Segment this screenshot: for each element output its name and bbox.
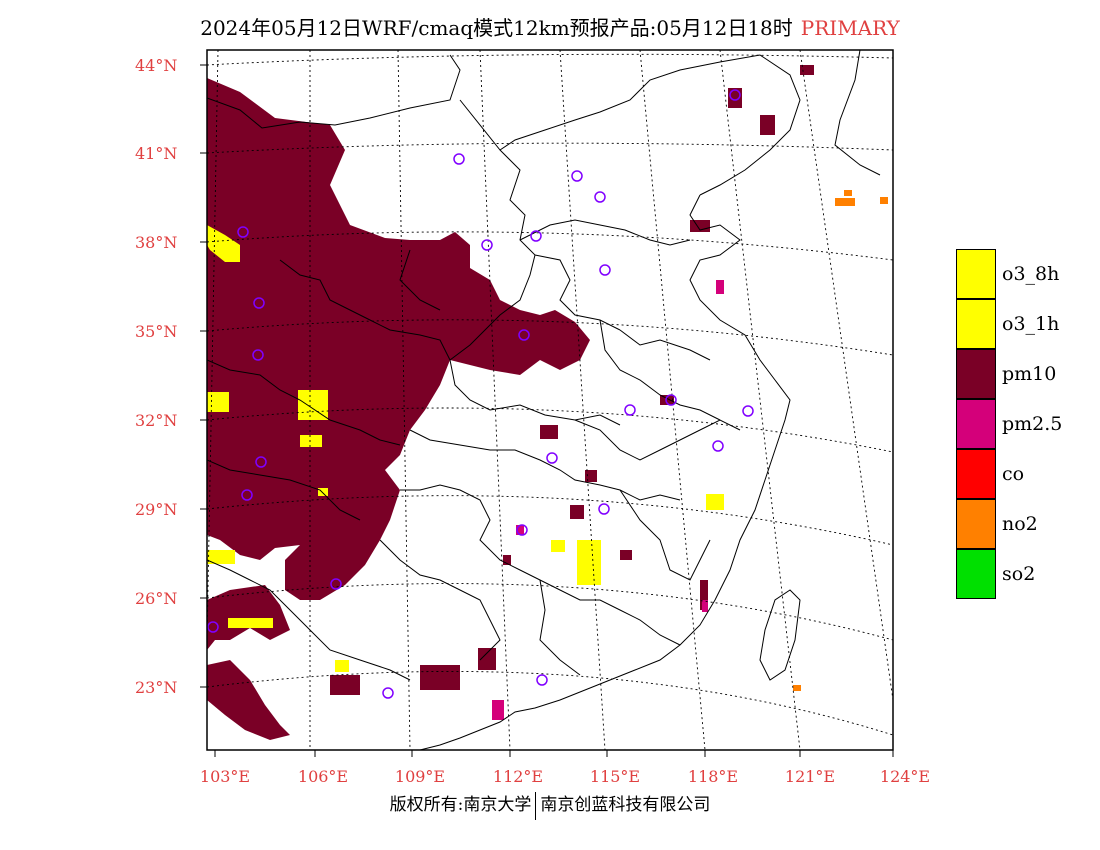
title-text: 2024年05月12日WRF/cmaq模式12km预报产品:05月12日18时 [200, 16, 793, 40]
lon-label-124: 124°E [879, 767, 931, 786]
legend-swatch [956, 499, 996, 549]
legend-label: pm2.5 [1002, 413, 1063, 435]
lon-label-115: 115°E [589, 767, 641, 786]
lat-label-26: 26°N [135, 589, 178, 608]
legend-label: pm10 [1002, 363, 1057, 385]
pm10-region-southwest [207, 585, 290, 650]
legend-label: o3_1h [1002, 313, 1060, 335]
lon-label-103: 103°E [199, 767, 251, 786]
legend-label: o3_8h [1002, 263, 1060, 285]
lat-label-44: 44°N [135, 56, 178, 75]
o3-regions [207, 225, 724, 672]
lon-label-112: 112°E [492, 767, 544, 786]
legend-swatch [956, 549, 996, 599]
graticule [207, 50, 893, 750]
legend-swatch [956, 449, 996, 499]
o3-region-west [207, 225, 240, 262]
legend-label: co [1002, 463, 1025, 485]
lat-label-29: 29°N [135, 500, 178, 519]
legend-swatch [956, 299, 996, 349]
copyright-owner: 版权所有:南京大学 [389, 795, 532, 815]
lon-label-106: 106°E [297, 767, 349, 786]
legend-swatch [956, 349, 996, 399]
footer-separator [535, 791, 537, 820]
pm10-regions [207, 65, 814, 740]
legend-label: no2 [1002, 513, 1038, 535]
pm25-regions [492, 280, 724, 720]
pm10-region-south [207, 660, 290, 740]
map-content [207, 50, 893, 750]
lat-label-23: 23°N [135, 678, 178, 697]
lat-label-35: 35°N [135, 322, 178, 341]
title-tag: PRIMARY [800, 16, 900, 40]
lat-label-41: 41°N [135, 144, 178, 163]
lat-label-38: 38°N [135, 233, 178, 252]
lon-label-118: 118°E [687, 767, 739, 786]
axis-ticks [200, 64, 894, 757]
boundaries [207, 50, 881, 750]
no2-regions [793, 190, 888, 691]
copyright-company: 南京创蓝科技有限公司 [540, 795, 711, 815]
lon-label-109: 109°E [394, 767, 446, 786]
copyright-footer: 版权所有:南京大学 南京创蓝科技有限公司 [0, 790, 1100, 820]
lat-label-32: 32°N [135, 411, 178, 430]
legend-swatch [956, 249, 996, 299]
pm10-region-northwest [207, 78, 590, 600]
map-frame [206, 49, 894, 751]
legend-swatch [956, 399, 996, 449]
lon-label-121: 121°E [784, 767, 836, 786]
map-title: 2024年05月12日WRF/cmaq模式12km预报产品:05月12日18时 P… [0, 12, 1100, 41]
legend-label: so2 [1002, 563, 1036, 585]
monitoring-sites [207, 89, 754, 699]
